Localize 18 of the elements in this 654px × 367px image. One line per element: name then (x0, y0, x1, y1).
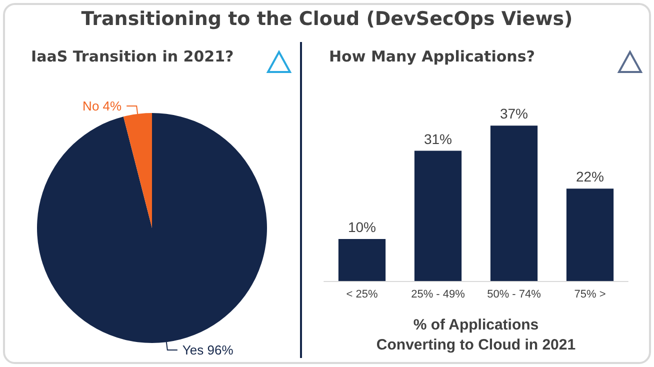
x-tick-label: 50% - 74% (487, 288, 542, 300)
chart-title: IaaS Transition in 2021? (31, 48, 234, 66)
text: Transitioning to the Cloud (DevSecOps Views) (80, 8, 574, 30)
x-tick-label: 75% > (574, 288, 606, 300)
bar (338, 239, 386, 281)
bar (414, 150, 462, 281)
x-tick-label: < 25% (346, 288, 378, 300)
slice-label: Yes 96% (182, 342, 234, 358)
data-label: 31% (424, 130, 452, 147)
data-label: 37% (500, 106, 528, 122)
bar (490, 126, 538, 281)
chart-title: How Many Applications? (329, 48, 535, 66)
data-label: 10% (348, 219, 376, 235)
slice-label: No 4% (82, 98, 122, 114)
bar (566, 188, 614, 281)
x-tick-label: 25% - 49% (411, 288, 466, 300)
data-label: 22% (576, 168, 604, 185)
x-axis-title: % of Applications Converting to Cloud in 2021 (376, 316, 576, 354)
